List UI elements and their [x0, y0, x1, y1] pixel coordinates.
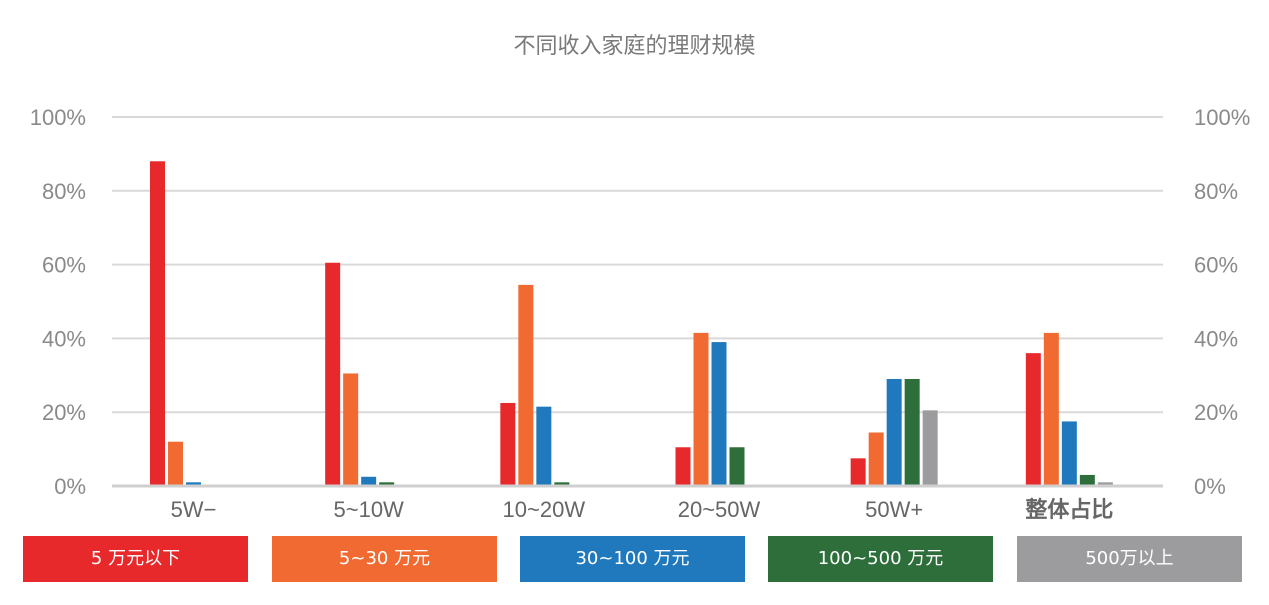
x-tick-label: 5~10W [334, 497, 405, 522]
y-tick-label-left: 20% [42, 400, 86, 425]
legend-item: 500万以上 [1017, 536, 1242, 582]
y-tick-label-right: 40% [1194, 326, 1238, 351]
y-tick-label-right: 80% [1194, 179, 1238, 204]
x-tick-label: 5W− [171, 497, 217, 522]
bar [1043, 332, 1059, 485]
bar [868, 432, 884, 485]
bar [500, 402, 516, 485]
bar [1061, 421, 1077, 485]
bar [1079, 474, 1095, 485]
y-tick-label-left: 60% [42, 253, 86, 278]
bar [886, 378, 902, 485]
bar [1097, 482, 1113, 485]
bar [729, 447, 745, 485]
bar [518, 284, 534, 485]
y-tick-label-left: 40% [42, 326, 86, 351]
y-tick-label-left: 80% [42, 179, 86, 204]
bar [379, 482, 395, 485]
y-tick-label-right: 100% [1194, 105, 1250, 130]
bar [536, 406, 552, 485]
legend: 5 万元以下 5~30 万元 30~100 万元 100~500 万元 500万以上 [0, 536, 1269, 582]
x-tick-label: 整体占比 [1025, 497, 1113, 523]
legend-item: 100~500 万元 [768, 536, 993, 582]
bar [554, 482, 570, 485]
y-tick-label-right: 60% [1194, 253, 1238, 278]
bar [186, 482, 201, 485]
bar [150, 161, 165, 485]
bar [361, 476, 377, 485]
legend-item: 5 万元以下 [23, 536, 248, 582]
bar [850, 458, 866, 485]
bar [168, 441, 183, 485]
y-tick-label-right: 0% [1194, 474, 1226, 499]
bar [325, 262, 341, 485]
x-tick-label: 10~20W [503, 497, 586, 522]
y-tick-label-left: 0% [54, 474, 86, 499]
x-tick-label: 50W+ [865, 497, 923, 522]
bar [675, 447, 691, 485]
bar [711, 342, 727, 485]
x-tick-label: 20~50W [678, 497, 761, 522]
chart-title: 不同收入家庭的理财规模 [513, 34, 756, 59]
bar [1025, 353, 1041, 485]
legend-item: 30~100 万元 [520, 536, 745, 582]
legend-item: 5~30 万元 [272, 536, 497, 582]
y-tick-label-right: 20% [1194, 400, 1238, 425]
bar [922, 410, 938, 485]
bar [343, 373, 359, 485]
bar [693, 332, 709, 485]
bar [904, 378, 920, 485]
y-tick-label-left: 100% [30, 105, 86, 130]
